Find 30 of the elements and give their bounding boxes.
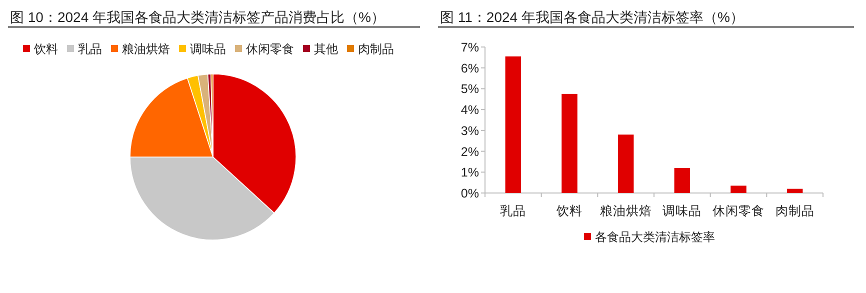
x-tick-label: 休闲零食 (712, 204, 764, 218)
legend-label: 肉制品 (358, 42, 394, 56)
x-tick-label: 粮油烘焙 (600, 204, 652, 218)
bar (505, 56, 522, 193)
legend-label: 其他 (314, 42, 338, 56)
bar (786, 188, 803, 193)
chart-title: 图 10：2024 年我国各食品大类清洁标签产品消费占比（%） (10, 9, 385, 25)
x-tick-label: 肉制品 (775, 204, 814, 218)
bar (618, 134, 634, 193)
bar (674, 168, 690, 193)
x-tick-label: 乳品 (500, 204, 526, 218)
legend-label: 乳品 (78, 42, 102, 56)
y-tick-label: 7% (460, 40, 479, 54)
x-tick-label: 调味品 (662, 204, 702, 218)
y-tick-label: 1% (460, 166, 479, 180)
legend-label: 粮油烘焙 (122, 42, 170, 56)
y-tick-label: 0% (460, 186, 479, 200)
chart-title: 图 11：2024 年我国各食品大类清洁标签率（%） (440, 9, 744, 25)
bar (730, 186, 746, 193)
y-tick-label: 4% (460, 103, 479, 118)
y-tick-label: 6% (460, 61, 479, 76)
legend-label: 饮料 (33, 42, 58, 56)
x-tick-label: 饮料 (556, 204, 582, 218)
y-tick-label: 5% (460, 82, 479, 96)
y-tick-label: 2% (460, 144, 479, 159)
bar (562, 94, 578, 193)
legend-label: 休闲零食 (246, 42, 294, 56)
legend-label: 调味品 (190, 42, 226, 56)
y-tick-label: 3% (460, 124, 479, 138)
legend-label: 各食品大类清洁标签率 (595, 230, 715, 244)
